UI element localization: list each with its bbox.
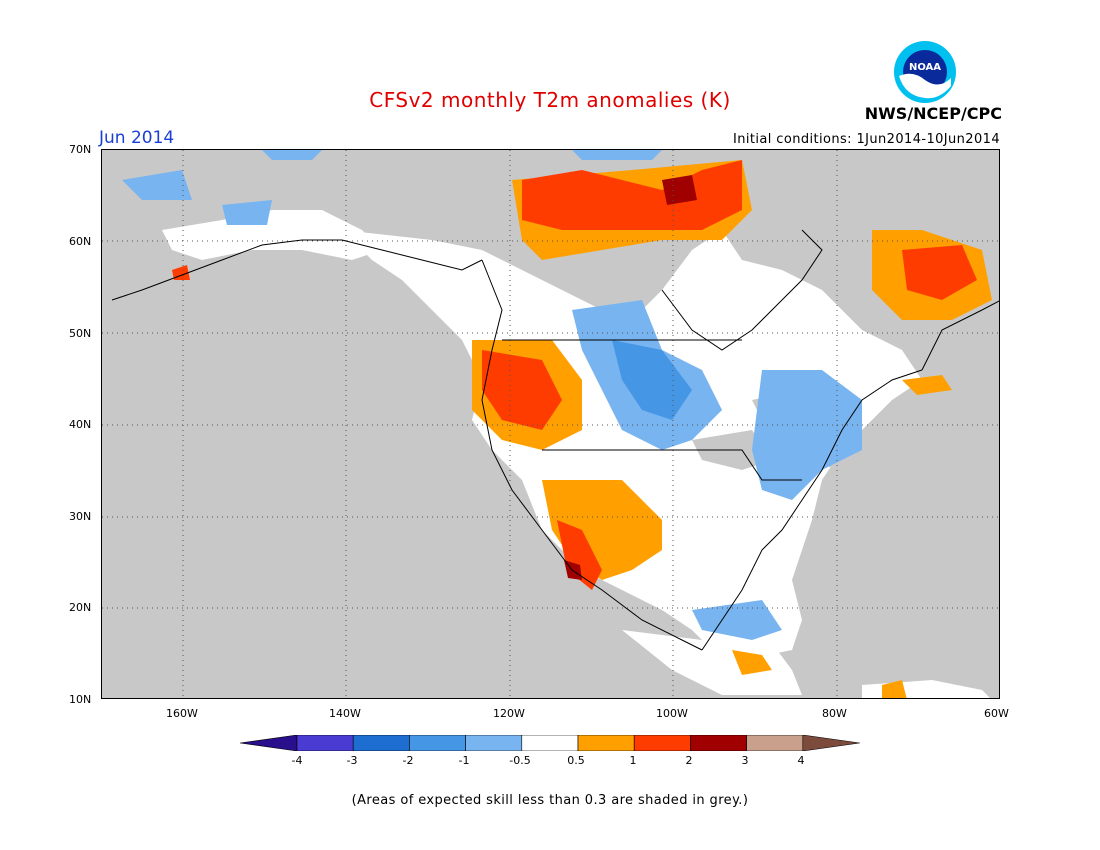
lon-label: 120W [493,707,525,720]
lon-label: 100W [656,707,688,720]
lat-label: 30N [69,510,92,523]
colorbar-segment [577,735,635,751]
colorbar-segment [521,735,579,751]
map-svg [102,150,999,698]
colorbar-segment [633,735,691,751]
lat-label: 10N [69,693,92,706]
colorbar-label: -3 [346,754,358,767]
lon-label: 140W [329,707,361,720]
colorbar-label: -0.5 [509,754,531,767]
colorbar-segment [802,735,860,751]
logo-text: NOAA [909,62,941,73]
colorbar-label: -1 [458,754,470,767]
forecast-month: Jun 2014 [99,128,175,148]
colorbar-label: 2 [685,754,693,767]
lon-label: 60W [984,707,1009,720]
colorbar-label: 3 [741,754,749,767]
colorbar-label: 0.5 [567,754,585,767]
chart-title: CFSv2 monthly T2m anomalies (K) [369,88,731,112]
land-white-areas [162,210,990,698]
lat-label: 70N [69,143,92,156]
colorbar-label: 4 [797,754,805,767]
skill-footnote: (Areas of expected skill less than 0.3 a… [351,793,749,808]
lon-label: 80W [822,707,847,720]
colorbar-segment [465,735,523,751]
colorbar-segment [409,735,466,751]
agency-label: NWS/NCEP/CPC [864,104,1002,123]
colorbar-label: -2 [402,754,414,767]
lat-label: 60N [69,235,92,248]
lon-label: 160W [166,707,198,720]
colorbar-label: 1 [629,754,637,767]
anomaly-map [101,149,1000,699]
colorbar-segment [296,735,354,751]
colorbar-segment [746,735,804,751]
coastlines [111,229,999,651]
noaa-logo: NOAA [894,41,956,103]
colorbar [240,735,860,751]
lat-label: 40N [69,418,92,431]
graticule [102,150,999,698]
colorbar-label: -4 [291,754,303,767]
colorbar-segment [690,735,747,751]
positive-anomaly-areas [172,160,992,698]
lat-label: 50N [69,327,92,340]
lat-label: 20N [69,601,92,614]
initial-conditions: Initial conditions: 1Jun2014-10Jun2014 [733,132,1000,147]
colorbar-segment [240,735,298,751]
colorbar-segment [352,735,410,751]
